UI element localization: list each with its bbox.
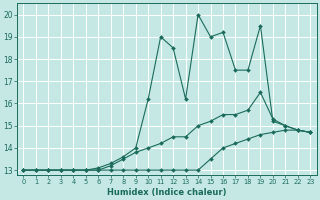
X-axis label: Humidex (Indice chaleur): Humidex (Indice chaleur) [107, 188, 227, 197]
